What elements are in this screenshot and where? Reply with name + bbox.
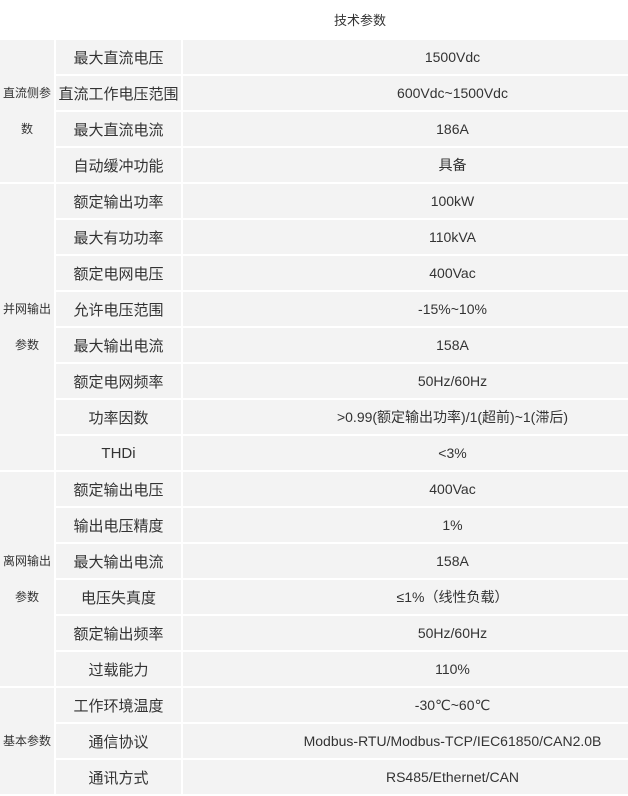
table-row: 直流工作电压范围 600Vdc~1500Vdc [56,76,628,110]
param-label: 最大直流电压 [56,40,181,74]
param-value: <3% [183,436,628,470]
group-label-dc-side: 直流侧参数 [0,40,54,182]
param-label: 电压失真度 [56,580,181,614]
param-label: 功率因数 [56,400,181,434]
param-value: >0.99(额定输出功率)/1(超前)~1(滞后) [183,400,628,434]
param-value: 110% [183,652,628,686]
table-row: 工作环境温度 -30℃~60℃ [56,688,628,722]
table-row: 额定输出电压 400Vac [56,472,628,506]
param-label: 输出电压精度 [56,508,181,542]
group-label-offgrid-output: 离网输出参数 [0,472,54,686]
table-row: 额定输出功率 100kW [56,184,628,218]
group-section-offgrid-output: 离网输出参数 额定输出电压 400Vac 输出电压精度 1% 最大输出电流 15… [0,472,628,686]
page-title: 技术参数 [0,0,628,38]
parameters-table: 直流侧参数 最大直流电压 1500Vdc 直流工作电压范围 600Vdc~150… [0,40,628,794]
group-section-grid-output: 并网输出参数 额定输出功率 100kW 最大有功功率 110kVA 额定电网电压… [0,184,628,470]
param-value: RS485/Ethernet/CAN [183,760,628,794]
param-value: 110kVA [183,220,628,254]
param-value: 1500Vdc [183,40,628,74]
group-label-grid-output: 并网输出参数 [0,184,54,470]
param-label: 通讯方式 [56,760,181,794]
table-row: 额定电网电压 400Vac [56,256,628,290]
param-label: 额定输出电压 [56,472,181,506]
param-value: 1% [183,508,628,542]
group-section-dc-side: 直流侧参数 最大直流电压 1500Vdc 直流工作电压范围 600Vdc~150… [0,40,628,182]
param-label: THDi [56,436,181,470]
param-label: 过载能力 [56,652,181,686]
param-value: 50Hz/60Hz [183,616,628,650]
param-label: 最大直流电流 [56,112,181,146]
param-value: 400Vac [183,256,628,290]
table-row: 通信协议 Modbus-RTU/Modbus-TCP/IEC61850/CAN2… [56,724,628,758]
param-value: 186A [183,112,628,146]
param-value: -30℃~60℃ [183,688,628,722]
param-label: 通信协议 [56,724,181,758]
param-value: ≤1%（线性负载） [183,580,628,614]
table-row: 自动缓冲功能 具备 [56,148,628,182]
param-label: 最大输出电流 [56,544,181,578]
table-row: 过载能力 110% [56,652,628,686]
param-label: 最大有功功率 [56,220,181,254]
table-row: 最大输出电流 158A [56,544,628,578]
table-row: 额定电网频率 50Hz/60Hz [56,364,628,398]
table-row: 最大有功功率 110kVA [56,220,628,254]
param-label: 直流工作电压范围 [56,76,181,110]
table-row: 额定输出频率 50Hz/60Hz [56,616,628,650]
param-value: 50Hz/60Hz [183,364,628,398]
param-value: 600Vdc~1500Vdc [183,76,628,110]
param-label: 允许电压范围 [56,292,181,326]
group-label-basic: 基本参数 [0,688,54,794]
param-value: Modbus-RTU/Modbus-TCP/IEC61850/CAN2.0B [183,724,628,758]
table-row: THDi <3% [56,436,628,470]
param-label: 最大输出电流 [56,328,181,362]
param-value: 100kW [183,184,628,218]
param-label: 额定电网电压 [56,256,181,290]
param-label: 额定输出功率 [56,184,181,218]
param-label: 额定输出频率 [56,616,181,650]
param-value: 具备 [183,148,628,182]
table-row: 最大直流电流 186A [56,112,628,146]
table-row: 功率因数 >0.99(额定输出功率)/1(超前)~1(滞后) [56,400,628,434]
table-row: 最大输出电流 158A [56,328,628,362]
param-label: 额定电网频率 [56,364,181,398]
table-row: 最大直流电压 1500Vdc [56,40,628,74]
param-value: 158A [183,328,628,362]
table-row: 通讯方式 RS485/Ethernet/CAN [56,760,628,794]
table-row: 电压失真度 ≤1%（线性负载） [56,580,628,614]
param-label: 自动缓冲功能 [56,148,181,182]
table-row: 允许电压范围 -15%~10% [56,292,628,326]
param-value: 158A [183,544,628,578]
table-row: 输出电压精度 1% [56,508,628,542]
param-value: 400Vac [183,472,628,506]
group-section-basic: 基本参数 工作环境温度 -30℃~60℃ 通信协议 Modbus-RTU/Mod… [0,688,628,794]
param-value: -15%~10% [183,292,628,326]
param-label: 工作环境温度 [56,688,181,722]
